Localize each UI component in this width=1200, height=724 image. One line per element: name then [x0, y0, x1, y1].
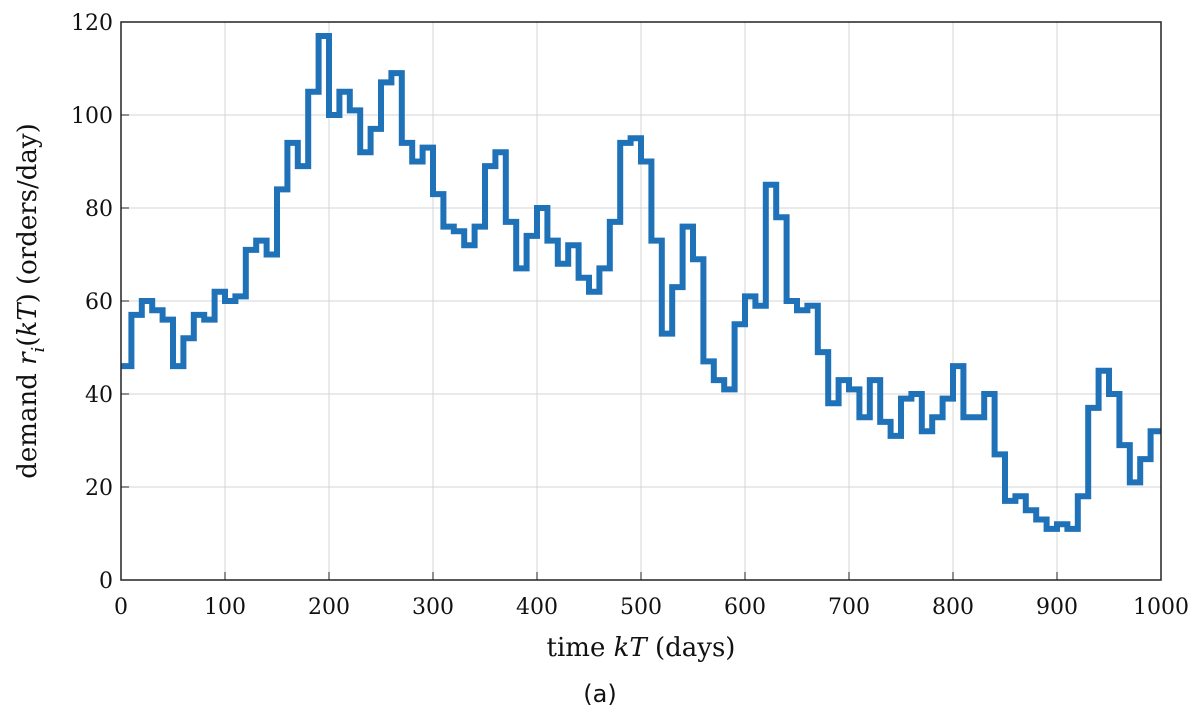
y-tick-label: 80 [85, 197, 113, 222]
x-tick-label: 500 [620, 595, 662, 620]
y-tick-label: 60 [85, 290, 113, 315]
x-axis-ticks: 0 100 200 300 400 500 600 700 800 900 1000 [114, 572, 1189, 620]
y-tick-label: 40 [85, 383, 113, 408]
x-tick-label: 400 [516, 595, 558, 620]
x-tick-label: 1000 [1133, 595, 1189, 620]
demand-series-line [121, 33, 1161, 532]
x-tick-label: 700 [828, 595, 870, 620]
figure-caption: (a) [583, 680, 617, 708]
y-tick-label: 0 [99, 569, 113, 594]
x-tick-label: 600 [724, 595, 766, 620]
x-tick-label: 900 [1036, 595, 1078, 620]
plot-area [121, 33, 1161, 532]
y-axis-ticks: 0 20 40 60 80 100 120 [71, 11, 129, 594]
y-tick-label: 100 [71, 104, 113, 129]
y-tick-label: 20 [85, 476, 113, 501]
x-axis-label: time kT (days) [547, 633, 736, 663]
x-tick-label: 100 [204, 595, 246, 620]
x-tick-label: 300 [412, 595, 454, 620]
x-tick-label: 0 [114, 595, 128, 620]
y-tick-label: 120 [71, 11, 113, 36]
y-axis-label: demand ri(kT) (orders/day) [13, 123, 49, 478]
x-tick-label: 800 [932, 595, 974, 620]
x-tick-label: 200 [308, 595, 350, 620]
